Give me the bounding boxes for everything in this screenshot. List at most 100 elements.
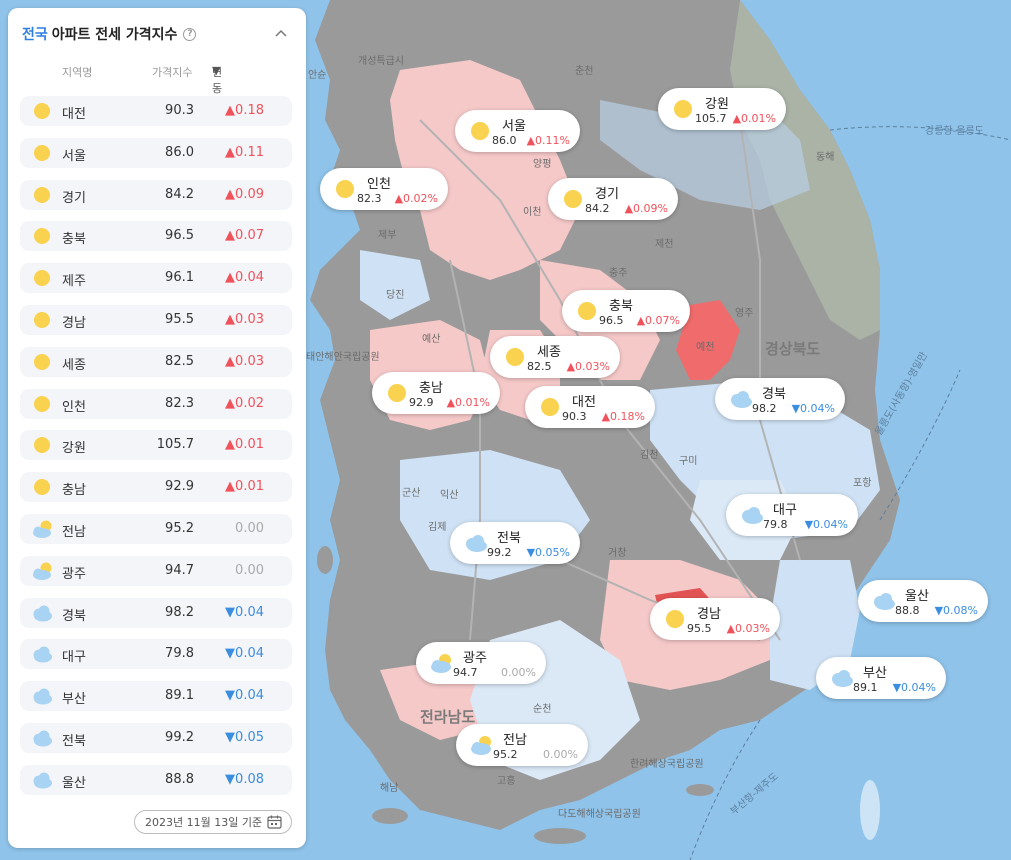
region-row[interactable]: 경남 95.5 ▲0.03 <box>20 304 292 335</box>
bubble-change: ▼0.04% <box>804 518 848 531</box>
map-bubble-jeonnam[interactable]: 전남 95.2 0.00% <box>456 724 588 766</box>
bubble-index: 82.3 <box>357 192 382 205</box>
region-scope-link[interactable]: 전국 <box>22 27 48 43</box>
map-label: 전라남도 <box>420 708 476 726</box>
date-label: 2023년 11월 13일 기준 <box>145 816 263 829</box>
map-label: 당진 <box>386 290 405 301</box>
map-bubble-gwangju[interactable]: 광주 94.7 0.00% <box>416 642 546 684</box>
cloud-icon <box>462 532 488 554</box>
region-name: 충남 <box>62 483 86 499</box>
region-row[interactable]: 서울 86.0 ▲0.11 <box>20 137 292 168</box>
bubble-index: 82.5 <box>527 360 552 373</box>
map-label: 제부 <box>378 230 397 241</box>
region-row[interactable]: 충북 96.5 ▲0.07 <box>20 221 292 252</box>
map-bubble-gyeongnam[interactable]: 경남 95.5 ▲0.03% <box>650 598 780 640</box>
map-bubble-chungnam[interactable]: 충남 92.9 ▲0.01% <box>372 372 500 414</box>
change-rate: ▲0.18 <box>225 103 264 118</box>
region-row[interactable]: 세종 82.5 ▲0.03 <box>20 346 292 377</box>
region-row[interactable]: 대구 79.8 ▼0.04 <box>20 639 292 670</box>
change-rate: ▲0.03 <box>225 311 264 327</box>
bubble-change: ▲0.09% <box>624 202 668 215</box>
island-outline <box>860 780 880 840</box>
bubble-region-name: 경기 <box>595 187 619 202</box>
map-label: 경상북도 <box>765 340 821 358</box>
region-row[interactable]: 대전 90.3 ▲0.18 <box>20 96 292 126</box>
region-row[interactable]: 충남 92.9 ▲0.01 <box>20 472 292 503</box>
date-selector[interactable]: 2023년 11월 13일 기준 <box>134 810 292 834</box>
region-name: 부산 <box>62 692 86 708</box>
region-row[interactable]: 경북 98.2 ▼0.04 <box>20 597 292 628</box>
bubble-region-name: 강원 <box>705 97 729 112</box>
map-label: 해남 <box>380 783 399 794</box>
bubble-index: 99.2 <box>487 546 512 559</box>
region-name: 제주 <box>62 274 86 290</box>
map-bubble-ulsan[interactable]: 울산 88.8 ▼0.08% <box>858 580 988 622</box>
bubble-region-name: 충남 <box>419 381 443 396</box>
region-west-coast <box>360 250 430 320</box>
bubble-change: ▲0.07% <box>636 314 680 327</box>
map-bubble-gyeonggi[interactable]: 경기 84.2 ▲0.09% <box>548 178 678 220</box>
region-row[interactable]: 전북 99.2 ▼0.05 <box>20 722 292 753</box>
map-bubble-seoul[interactable]: 서울 86.0 ▲0.11% <box>455 110 580 152</box>
change-rate: ▲0.02 <box>225 395 264 411</box>
map-bubble-daegu[interactable]: 대구 79.8 ▼0.04% <box>726 494 858 536</box>
map-bubble-daejeon[interactable]: 대전 90.3 ▲0.18% <box>525 386 655 428</box>
ferry-route <box>879 369 961 521</box>
bubble-change: ▲0.03% <box>566 360 610 373</box>
change-rate: ▼0.04 <box>225 688 264 704</box>
help-icon[interactable]: ? <box>183 27 197 41</box>
bubble-index: 95.2 <box>493 748 518 761</box>
bubble-change: ▼0.08% <box>934 604 978 617</box>
price-index: 86.0 <box>165 144 194 160</box>
region-row[interactable]: 인천 82.3 ▲0.02 <box>20 388 292 419</box>
bubble-region-name: 전북 <box>497 531 521 546</box>
region-row[interactable]: 부산 89.1 ▼0.04 <box>20 681 292 712</box>
bubble-index: 95.5 <box>687 622 712 635</box>
region-row[interactable]: 강원 105.7 ▲0.01 <box>20 430 292 461</box>
bubble-index: 90.3 <box>562 410 587 423</box>
bubble-region-name: 대구 <box>773 503 797 518</box>
island <box>686 784 714 796</box>
change-rate: ▲0.07 <box>225 228 264 244</box>
map-bubble-chungbuk[interactable]: 충북 96.5 ▲0.07% <box>562 290 690 332</box>
region-row[interactable]: 경기 84.2 ▲0.09 <box>20 179 292 210</box>
sun-icon <box>31 477 53 497</box>
region-name: 강원 <box>62 441 86 457</box>
region-name: 광주 <box>62 566 86 582</box>
map-bubble-jeonbuk[interactable]: 전북 99.2 ▼0.05% <box>450 522 580 564</box>
bubble-change: ▲0.01% <box>732 112 776 125</box>
map-bubble-sejong[interactable]: 세종 82.5 ▲0.03% <box>490 336 620 378</box>
panel-title: 전국 아파트 전세 가격지수 <box>22 24 177 44</box>
change-rate: ▲0.01 <box>225 479 264 495</box>
region-name: 경기 <box>62 190 86 206</box>
region-row[interactable]: 제주 96.1 ▲0.04 <box>20 263 292 294</box>
region-row[interactable]: 전남 95.2 0.00 <box>20 513 292 544</box>
cloud-icon <box>828 667 854 689</box>
map-label: 포항 <box>853 478 872 489</box>
sun-icon <box>502 346 528 368</box>
region-name: 경남 <box>62 315 86 331</box>
bubble-change: ▼0.04% <box>892 681 936 694</box>
column-region: 지역명 <box>62 66 93 79</box>
map-bubble-gyeongbuk[interactable]: 경북 98.2 ▼0.04% <box>715 378 845 420</box>
bubble-index: 89.1 <box>853 681 878 694</box>
price-index: 105.7 <box>156 437 194 453</box>
region-row[interactable]: 광주 94.7 0.00 <box>20 555 292 586</box>
sun-icon <box>662 608 688 630</box>
map-bubble-busan[interactable]: 부산 89.1 ▼0.04% <box>816 657 946 699</box>
price-index: 88.8 <box>165 771 194 787</box>
column-change-sort[interactable]: 변동률(%) ▼ <box>212 64 231 125</box>
sun-icon <box>31 101 53 121</box>
map-bubble-gangwon[interactable]: 강원 105.7 ▲0.01% <box>658 88 786 130</box>
panel-title-text: 아파트 전세 가격지수 <box>51 27 178 43</box>
change-rate: ▼0.04 <box>225 604 264 620</box>
price-index: 95.2 <box>165 520 194 536</box>
change-rate: ▲0.01 <box>225 437 264 453</box>
region-row[interactable]: 울산 88.8 ▼0.08 <box>20 764 292 795</box>
map-bubble-incheon[interactable]: 인천 82.3 ▲0.02% <box>320 168 448 210</box>
change-rate: 0.00 <box>235 562 264 578</box>
chevron-up-icon[interactable] <box>274 26 288 40</box>
change-rate: ▼0.04 <box>225 646 264 662</box>
bubble-region-name: 울산 <box>905 589 929 604</box>
map-label: 춘천 <box>575 66 594 77</box>
